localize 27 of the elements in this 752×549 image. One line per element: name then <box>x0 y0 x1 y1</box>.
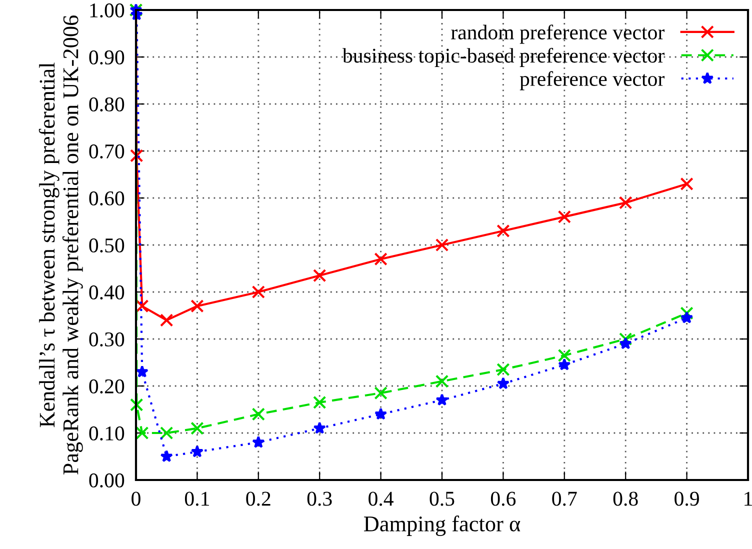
y-tick-label: 0.60 <box>89 191 124 206</box>
y-tick-label: 0.00 <box>89 473 124 488</box>
y-tick-label: 0.90 <box>89 50 124 65</box>
y-tick-label: 0.80 <box>89 97 124 112</box>
y-tick-label: 0.10 <box>89 426 124 441</box>
x-tick-label: 0.2 <box>246 492 270 506</box>
x-tick-label: 0.3 <box>307 492 332 506</box>
x-tick-label: 0 <box>132 492 140 506</box>
legend-label: random preference vector <box>451 24 664 44</box>
x-tick-label: 0.9 <box>674 492 699 506</box>
y-tick-label: 0.50 <box>89 238 124 253</box>
x-tick-label: 0.6 <box>490 492 516 506</box>
x-tick-label: 0.5 <box>430 492 454 506</box>
legend-label: business topic-based preference vector <box>342 48 664 67</box>
y-tick-label: 0.20 <box>89 379 124 394</box>
y-tick-label: 0.40 <box>89 285 124 300</box>
y-tick-label: 0.30 <box>89 332 124 347</box>
y-tick-label: 0.70 <box>89 144 124 159</box>
legend-label: preference vector <box>520 71 664 90</box>
x-axis-title: Damping factor α <box>364 516 520 536</box>
y-tick-label: 1.00 <box>90 3 124 18</box>
x-tick-label: 0.1 <box>184 492 209 506</box>
x-tick-label: 0.4 <box>368 492 394 506</box>
y-axis-title: Kendall’s τ between strongly preferential PageRank and weakly preferential one on UK-2006 <box>38 16 83 475</box>
x-tick-label: 0.8 <box>613 492 638 506</box>
x-tick-label: 1 <box>744 492 752 506</box>
x-tick-label: 0.7 <box>552 492 577 506</box>
